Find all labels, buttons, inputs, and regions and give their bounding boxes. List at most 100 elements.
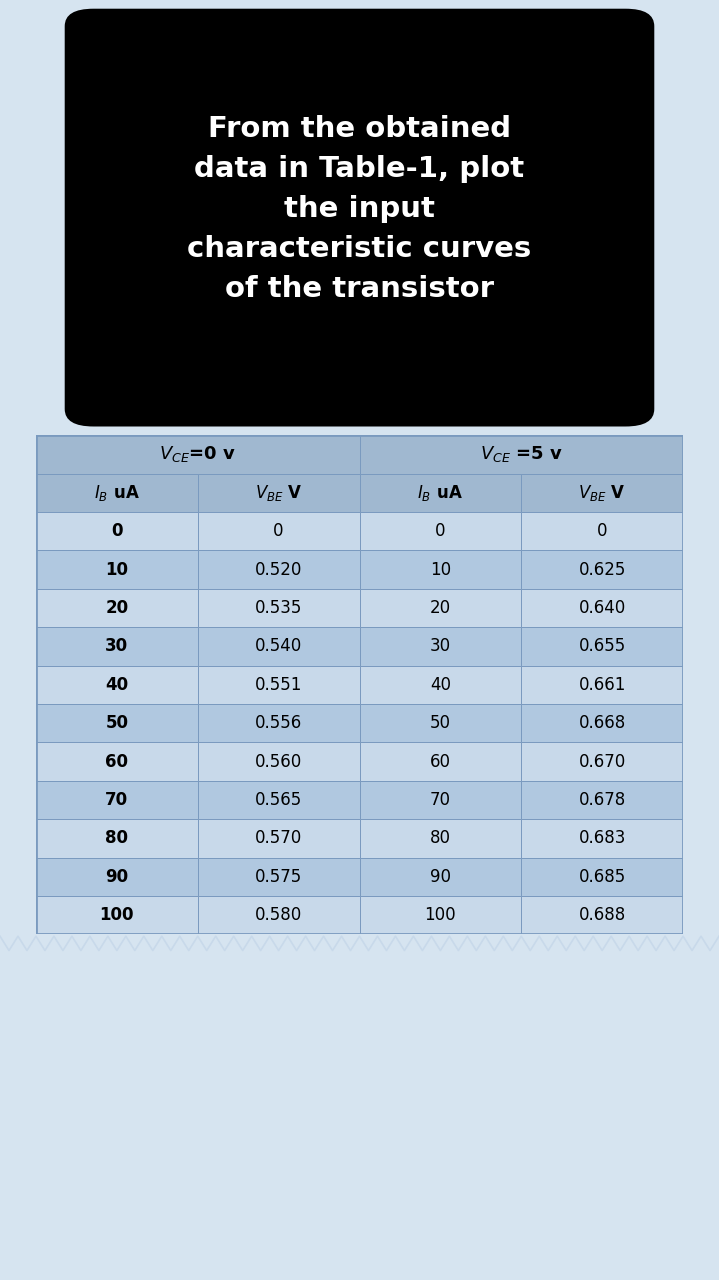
Bar (521, 704, 683, 742)
Text: 50: 50 (430, 714, 451, 732)
Text: 60: 60 (430, 753, 451, 771)
Bar (360, 858, 521, 896)
Bar (198, 589, 360, 627)
Text: 80: 80 (106, 829, 128, 847)
Text: 80: 80 (430, 829, 451, 847)
Bar (36, 435, 360, 474)
Bar (36, 742, 198, 781)
Text: 30: 30 (430, 637, 451, 655)
Bar (198, 474, 360, 512)
Bar (360, 781, 521, 819)
Text: 0.535: 0.535 (255, 599, 302, 617)
Bar (521, 474, 683, 512)
Text: 10: 10 (430, 561, 451, 579)
Text: 100: 100 (425, 906, 456, 924)
Bar (521, 896, 683, 934)
Text: 0: 0 (597, 522, 608, 540)
Bar (521, 819, 683, 858)
Bar (521, 512, 683, 550)
Text: 0.688: 0.688 (579, 906, 626, 924)
Bar (198, 627, 360, 666)
Bar (198, 781, 360, 819)
Bar (521, 666, 683, 704)
Text: 40: 40 (430, 676, 451, 694)
Text: 0.556: 0.556 (255, 714, 302, 732)
FancyBboxPatch shape (65, 9, 654, 426)
Bar (521, 627, 683, 666)
Bar (360, 512, 521, 550)
Text: 20: 20 (430, 599, 451, 617)
Bar (360, 435, 683, 474)
Text: 70: 70 (105, 791, 129, 809)
Bar (36, 550, 198, 589)
Text: 0: 0 (111, 522, 122, 540)
Bar (198, 704, 360, 742)
Bar (36, 627, 198, 666)
Text: 0.575: 0.575 (255, 868, 302, 886)
Text: 0: 0 (435, 522, 446, 540)
Text: 10: 10 (106, 561, 128, 579)
Bar (198, 512, 360, 550)
Bar (360, 627, 521, 666)
Text: 0.551: 0.551 (255, 676, 302, 694)
Text: 90: 90 (430, 868, 451, 886)
Text: 50: 50 (106, 714, 128, 732)
Bar (36, 589, 198, 627)
Bar (36, 512, 198, 550)
Text: 100: 100 (100, 906, 134, 924)
Text: 0.560: 0.560 (255, 753, 302, 771)
Text: $V_{BE}$ V: $V_{BE}$ V (255, 483, 303, 503)
Text: $V_{CE}$=0 v: $V_{CE}$=0 v (160, 444, 236, 465)
Text: $I_B$ uA: $I_B$ uA (418, 483, 463, 503)
Bar (521, 589, 683, 627)
Text: 0: 0 (273, 522, 284, 540)
Bar (521, 781, 683, 819)
Text: 20: 20 (105, 599, 129, 617)
Bar (360, 589, 521, 627)
Text: 70: 70 (430, 791, 451, 809)
Text: 40: 40 (105, 676, 129, 694)
Text: $I_B$ uA: $I_B$ uA (94, 483, 139, 503)
Bar (36, 819, 198, 858)
Bar (198, 896, 360, 934)
Bar (521, 858, 683, 896)
Bar (198, 550, 360, 589)
Bar (198, 858, 360, 896)
Bar (198, 819, 360, 858)
Text: 0.661: 0.661 (579, 676, 626, 694)
Text: 60: 60 (106, 753, 128, 771)
Text: $V_{CE}$ =5 v: $V_{CE}$ =5 v (480, 444, 563, 465)
Text: 0.640: 0.640 (579, 599, 626, 617)
Bar (360, 474, 521, 512)
Text: 30: 30 (105, 637, 129, 655)
Text: 0.520: 0.520 (255, 561, 302, 579)
Bar (521, 550, 683, 589)
Text: From the obtained
data in Table-1, plot
the input
characteristic curves
of the t: From the obtained data in Table-1, plot … (188, 115, 531, 303)
Bar (36, 704, 198, 742)
Text: 0.570: 0.570 (255, 829, 302, 847)
Text: 0.565: 0.565 (255, 791, 302, 809)
Bar (36, 858, 198, 896)
Text: 0.540: 0.540 (255, 637, 302, 655)
Text: 90: 90 (105, 868, 129, 886)
Bar (36, 666, 198, 704)
Bar (36, 896, 198, 934)
Text: 0.683: 0.683 (579, 829, 626, 847)
Bar (360, 819, 521, 858)
Text: 0.670: 0.670 (579, 753, 626, 771)
Bar (360, 666, 521, 704)
Text: 0.685: 0.685 (579, 868, 626, 886)
Text: 0.678: 0.678 (579, 791, 626, 809)
Text: $V_{BE}$ V: $V_{BE}$ V (578, 483, 626, 503)
Bar (198, 742, 360, 781)
Text: 0.655: 0.655 (579, 637, 626, 655)
Bar (360, 550, 521, 589)
Bar (36, 781, 198, 819)
Bar (198, 666, 360, 704)
Bar (36, 474, 198, 512)
Text: 0.580: 0.580 (255, 906, 302, 924)
Text: 0.625: 0.625 (579, 561, 626, 579)
Bar (360, 742, 521, 781)
Text: 0.668: 0.668 (579, 714, 626, 732)
Bar (521, 742, 683, 781)
